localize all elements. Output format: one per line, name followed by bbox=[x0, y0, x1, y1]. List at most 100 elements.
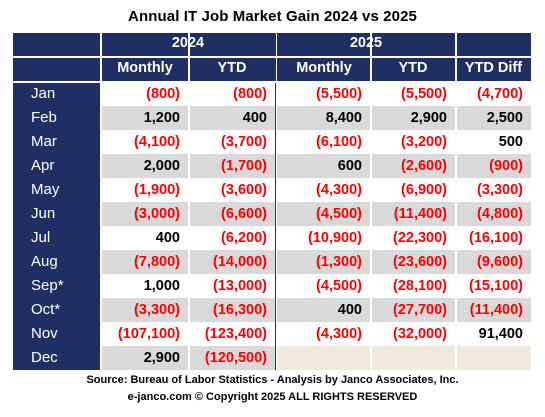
cell-bg bbox=[189, 202, 275, 226]
cell-bg bbox=[456, 274, 531, 298]
cell-bg bbox=[189, 226, 275, 250]
cell-2024-monthly: 2,900 bbox=[143, 350, 180, 366]
cell-2025-monthly: (4,300) bbox=[316, 326, 362, 342]
cell-bg bbox=[371, 298, 455, 322]
cell-bg bbox=[101, 346, 188, 370]
month-label: Aug bbox=[31, 253, 58, 270]
cell-bg bbox=[371, 274, 455, 298]
cell-bg bbox=[371, 226, 455, 250]
cell-2025-monthly: (4,500) bbox=[316, 278, 362, 294]
cell-bg bbox=[277, 82, 370, 106]
cell-bg bbox=[277, 202, 370, 226]
month-label: Jul bbox=[31, 229, 51, 246]
month-label: Feb bbox=[31, 109, 57, 126]
cell-bg bbox=[456, 178, 531, 202]
cell-2025-monthly: (10,900) bbox=[307, 230, 362, 246]
cell-bg bbox=[189, 82, 275, 106]
cell-ytd-diff: (15,100) bbox=[468, 278, 523, 294]
cell-bg bbox=[371, 178, 455, 202]
cell-2024-monthly: (1,900) bbox=[134, 182, 180, 198]
source-note: Source: Bureau of Labor Statistics - Ana… bbox=[86, 374, 459, 386]
cell-2025-monthly: 8,400 bbox=[325, 110, 362, 126]
cell-2025-monthly: (6,100) bbox=[316, 134, 362, 150]
cell-bg bbox=[189, 298, 275, 322]
cell-2025-ytd: 2,900 bbox=[410, 110, 447, 126]
cell-bg bbox=[371, 322, 455, 346]
cell-bg bbox=[456, 226, 531, 250]
cell-2025-ytd: (27,700) bbox=[392, 302, 447, 318]
cell-ytd-diff: (11,400) bbox=[469, 302, 523, 318]
cell-bg bbox=[371, 346, 455, 370]
cell-bg bbox=[189, 154, 275, 178]
col-header-ytd-diff: YTD Diff bbox=[464, 60, 523, 76]
group-header-2025: 2025 bbox=[349, 35, 383, 51]
cell-ytd-diff: (900) bbox=[489, 158, 523, 174]
cell-bg bbox=[189, 106, 275, 130]
cell-ytd-diff: (16,100) bbox=[468, 230, 523, 246]
cell-bg bbox=[277, 346, 370, 370]
cell-bg bbox=[277, 178, 370, 202]
cell-bg bbox=[189, 130, 275, 154]
cell-2024-monthly: 2,000 bbox=[143, 158, 180, 174]
cell-bg bbox=[277, 106, 370, 130]
cell-bg bbox=[101, 154, 188, 178]
cell-2025-monthly: (4,500) bbox=[316, 206, 362, 222]
cell-bg bbox=[277, 274, 370, 298]
grid-vline bbox=[455, 31, 457, 370]
cell-bg bbox=[277, 322, 370, 346]
cell-2024-monthly: (3,300) bbox=[134, 302, 180, 318]
grid-vline bbox=[100, 31, 102, 370]
cell-ytd-diff: 500 bbox=[498, 134, 523, 150]
copyright-note: e-janco.com © Copyright 2025 ALL RIGHTS … bbox=[127, 391, 418, 403]
cell-ytd-diff: (4,800) bbox=[477, 206, 523, 222]
cell-2024-ytd: (3,600) bbox=[221, 182, 267, 198]
cell-2024-monthly: 1,200 bbox=[143, 110, 180, 126]
cell-2024-ytd: 400 bbox=[242, 110, 267, 126]
col-header-2025-ytd: YTD bbox=[398, 60, 428, 76]
cell-2025-ytd: (5,500) bbox=[401, 86, 447, 102]
cell-2025-monthly: 600 bbox=[337, 158, 362, 174]
cell-2025-monthly: (5,500) bbox=[316, 86, 362, 102]
cell-2025-ytd: (28,100) bbox=[392, 278, 447, 294]
cell-ytd-diff: (9,600) bbox=[477, 254, 523, 270]
grid-vline bbox=[275, 31, 277, 370]
cell-2025-ytd: (3,200) bbox=[401, 134, 447, 150]
month-label: Nov bbox=[31, 325, 58, 342]
cell-2024-ytd: (120,500) bbox=[204, 350, 267, 366]
cell-2024-monthly: 400 bbox=[155, 230, 180, 246]
cell-bg bbox=[456, 250, 531, 274]
cell-bg bbox=[101, 274, 188, 298]
cell-2025-ytd: (6,900) bbox=[401, 182, 447, 198]
month-label: Jun bbox=[31, 205, 56, 222]
cell-2025-monthly: (1,300) bbox=[316, 254, 362, 270]
cell-bg bbox=[101, 106, 188, 130]
cell-2024-monthly: 1,000 bbox=[143, 278, 180, 294]
cell-2025-ytd: (11,400) bbox=[393, 206, 447, 222]
cell-bg bbox=[277, 298, 370, 322]
group-header-2024: 2024 bbox=[101, 35, 275, 51]
cell-ytd-diff: 91,400 bbox=[478, 326, 523, 342]
cell-2024-ytd: (16,300) bbox=[212, 302, 267, 318]
job-market-table: 2024 2025 Monthly YTD Monthly YTD YTD Di… bbox=[13, 31, 531, 370]
cell-bg bbox=[101, 178, 188, 202]
cell-2025-ytd: (22,300) bbox=[392, 230, 447, 246]
month-label: Dec bbox=[31, 349, 58, 366]
cell-ytd-diff: 2,500 bbox=[486, 110, 523, 126]
cell-2025-ytd: (32,000) bbox=[392, 326, 447, 342]
cell-2025-monthly: (4,300) bbox=[316, 182, 362, 198]
cell-bg bbox=[189, 178, 275, 202]
cell-bg bbox=[371, 154, 455, 178]
cell-2024-monthly: (107,100) bbox=[117, 326, 180, 342]
cell-bg bbox=[371, 82, 455, 106]
cell-bg bbox=[101, 130, 188, 154]
month-label: Mar bbox=[31, 133, 57, 150]
cell-2024-ytd: (13,000) bbox=[212, 278, 267, 294]
grid-hline bbox=[13, 31, 531, 33]
cell-bg bbox=[101, 250, 188, 274]
grid-vline bbox=[370, 31, 372, 370]
cell-bg bbox=[456, 298, 531, 322]
cell-bg bbox=[456, 154, 531, 178]
cell-bg bbox=[189, 250, 275, 274]
cell-ytd-diff: (3,300) bbox=[477, 182, 523, 198]
cell-bg bbox=[189, 322, 275, 346]
